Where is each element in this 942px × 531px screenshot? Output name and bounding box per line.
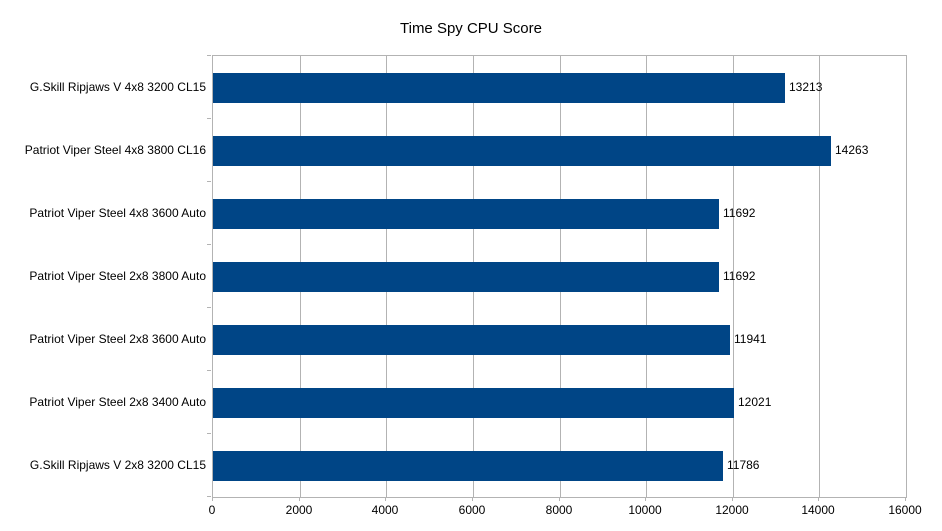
x-tick-label-2000: 2000 xyxy=(285,503,313,517)
bar-5 xyxy=(213,388,734,418)
x-tick-label-4000: 4000 xyxy=(371,503,399,517)
x-tick-mark-16000 xyxy=(905,497,906,501)
x-tick-label-6000: 6000 xyxy=(458,503,486,517)
x-tick-mark-4000 xyxy=(385,497,386,501)
category-label-3: Patriot Viper Steel 2x8 3800 Auto xyxy=(29,269,206,283)
y-tick-mark-0 xyxy=(207,55,211,56)
category-label-4: Patriot Viper Steel 2x8 3600 Auto xyxy=(29,332,206,346)
bar-value-label-1: 14263 xyxy=(835,143,869,157)
bar-0 xyxy=(213,73,785,103)
chart-title: Time Spy CPU Score xyxy=(400,20,542,37)
x-tick-mark-10000 xyxy=(645,497,646,501)
bar-2 xyxy=(213,199,719,229)
bar-value-label-0: 13213 xyxy=(789,80,823,94)
y-tick-mark-6 xyxy=(207,433,211,434)
bar-6 xyxy=(213,451,723,481)
x-tick-label-14000: 14000 xyxy=(801,503,835,517)
y-tick-mark-3 xyxy=(207,244,211,245)
category-label-2: Patriot Viper Steel 4x8 3600 Auto xyxy=(29,206,206,220)
x-tick-label-16000: 16000 xyxy=(888,503,922,517)
x-tick-mark-6000 xyxy=(472,497,473,501)
bar-value-label-5: 12021 xyxy=(738,395,772,409)
y-tick-mark-5 xyxy=(207,370,211,371)
category-label-0: G.Skill Ripjaws V 4x8 3200 CL15 xyxy=(29,80,206,94)
x-tick-mark-14000 xyxy=(818,497,819,501)
x-tick-mark-2000 xyxy=(299,497,300,501)
bar-value-label-3: 11692 xyxy=(723,269,756,283)
category-label-1: Patriot Viper Steel 4x8 3800 CL16 xyxy=(24,143,206,157)
y-tick-mark-1 xyxy=(207,118,211,119)
gridline-x-14000 xyxy=(819,56,820,497)
bar-value-label-2: 11692 xyxy=(723,206,756,220)
x-tick-label-0: 0 xyxy=(208,503,216,517)
y-tick-mark-2 xyxy=(207,181,211,182)
x-tick-mark-12000 xyxy=(732,497,733,501)
bar-1 xyxy=(213,136,831,166)
plot-area xyxy=(212,55,907,498)
bar-3 xyxy=(213,262,719,292)
y-tick-mark-7 xyxy=(207,496,211,497)
x-tick-mark-0 xyxy=(212,497,213,501)
x-tick-label-8000: 8000 xyxy=(545,503,573,517)
y-tick-mark-4 xyxy=(207,307,211,308)
x-tick-label-10000: 10000 xyxy=(628,503,662,517)
bar-value-label-4: 11941 xyxy=(734,332,767,346)
gridline-x-12000 xyxy=(733,56,734,497)
category-label-5: Patriot Viper Steel 2x8 3400 Auto xyxy=(29,395,206,409)
category-label-6: G.Skill Ripjaws V 2x8 3200 CL15 xyxy=(29,458,206,472)
x-tick-label-12000: 12000 xyxy=(715,503,749,517)
bar-value-label-6: 11786 xyxy=(727,458,760,472)
bar-4 xyxy=(213,325,730,355)
x-tick-mark-8000 xyxy=(559,497,560,501)
